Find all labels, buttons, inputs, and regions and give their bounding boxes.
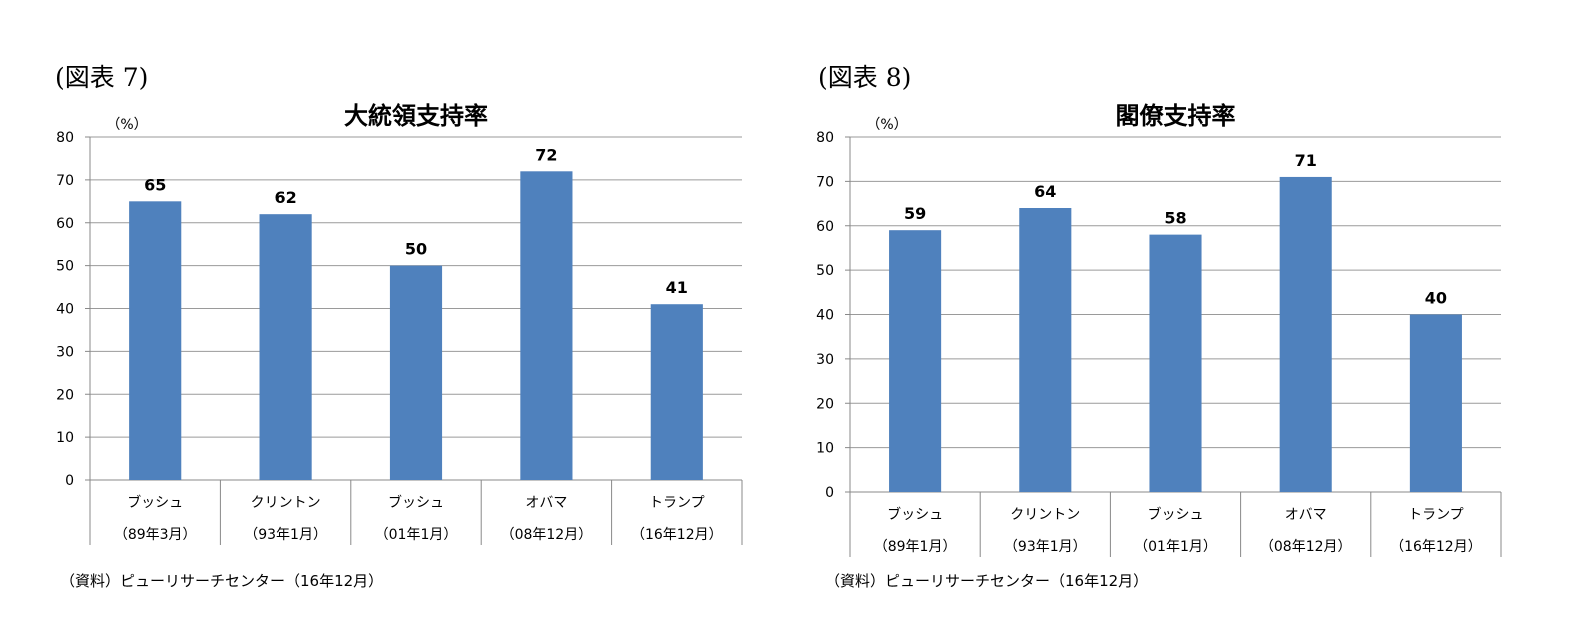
chart-title: 閣僚支持率 (1116, 102, 1236, 130)
y-tick-label: 70 (816, 174, 834, 190)
category-label: オバマ (525, 495, 567, 511)
category-label: トランプ (649, 495, 705, 511)
y-tick-label: 40 (56, 302, 74, 318)
data-label: 71 (1295, 151, 1317, 170)
chart-panel-7: (図表 7) 大統領支持率 （%） 0 10 20 30 40 50 60 70 80 65 ブッシュ （… (55, 63, 743, 590)
category-label: ブッシュ (127, 494, 183, 511)
bar (1409, 314, 1462, 492)
y-tick-label: 20 (816, 396, 834, 412)
category-date-label: （93年1月） (244, 527, 327, 543)
y-tick-label: 70 (56, 173, 74, 189)
source-note: （資料）ピューリサーチセンター（16年12月） (825, 572, 1149, 590)
bar (520, 171, 573, 481)
bar (1149, 234, 1202, 492)
category-label: クリントン (1010, 507, 1080, 523)
source-note: （資料）ピューリサーチセンター（16年12月） (60, 572, 384, 590)
bar (1279, 176, 1332, 492)
y-tick-label: 30 (816, 352, 834, 368)
category-date-label: （01年1月） (375, 527, 458, 543)
category-label: クリントン (251, 495, 321, 511)
data-label: 72 (535, 145, 557, 164)
bar (259, 214, 312, 481)
chart-title: 大統領支持率 (344, 102, 488, 130)
bar-chart-cabinet-approval: 閣僚支持率 （%） 0 10 20 30 40 50 60 70 80 59 ブッシュ （89年1月） 64… (816, 102, 1502, 557)
category-date-label: （89年3月） (114, 527, 197, 543)
y-tick-label: 30 (56, 344, 74, 360)
bar (1019, 208, 1072, 492)
chart-panel-8: (図表 8) 閣僚支持率 （%） 0 10 20 30 40 50 60 70 80 59 ブッシュ （8… (790, 0, 1580, 625)
category-label: ブッシュ (887, 506, 943, 523)
data-label: 65 (144, 175, 166, 194)
data-label: 64 (1034, 182, 1056, 201)
category-label: ブッシュ (388, 494, 444, 511)
y-tick-label: 40 (816, 308, 834, 324)
y-unit-label: （%） (866, 117, 907, 133)
data-label: 40 (1425, 289, 1447, 308)
y-tick-label: 10 (56, 430, 74, 446)
data-label: 58 (1164, 209, 1186, 228)
bar-chart-president-approval: 大統領支持率 （%） 0 10 20 30 40 50 60 70 80 65 ブッシュ （89年3月） 6… (56, 102, 743, 545)
y-unit-label: （%） (106, 117, 147, 133)
y-tick-label: 80 (816, 130, 834, 146)
y-tick-label: 50 (816, 263, 834, 279)
figure-label: (図表 7) (55, 63, 149, 92)
data-label: 41 (666, 278, 688, 297)
category-date-label: （08年12月） (501, 527, 593, 543)
data-label: 62 (274, 188, 296, 207)
data-label: 50 (405, 240, 427, 259)
y-tick-label: 10 (816, 441, 834, 457)
category-date-label: （08年12月） (1260, 539, 1352, 555)
y-tick-label: 60 (56, 216, 74, 232)
y-tick-label: 80 (56, 130, 74, 146)
bar (889, 230, 942, 492)
category-date-label: （89年1月） (874, 539, 957, 555)
category-date-label: （16年12月） (631, 527, 723, 543)
category-date-label: （01年1月） (1134, 539, 1217, 555)
y-tick-label: 20 (56, 387, 74, 403)
bar (650, 304, 703, 480)
category-label: オバマ (1285, 507, 1327, 523)
bar (129, 201, 182, 480)
bar (389, 265, 443, 480)
y-tick-label: 50 (56, 259, 74, 275)
figure-label: (図表 8) (818, 63, 912, 92)
y-tick-label: 0 (825, 485, 834, 501)
category-label: トランプ (1408, 507, 1464, 523)
y-tick-label: 0 (65, 473, 74, 489)
y-tick-label: 60 (816, 219, 834, 235)
data-label: 59 (904, 204, 926, 223)
category-date-label: （93年1月） (1004, 539, 1087, 555)
category-label: ブッシュ (1148, 506, 1204, 523)
category-date-label: （16年12月） (1390, 539, 1482, 555)
